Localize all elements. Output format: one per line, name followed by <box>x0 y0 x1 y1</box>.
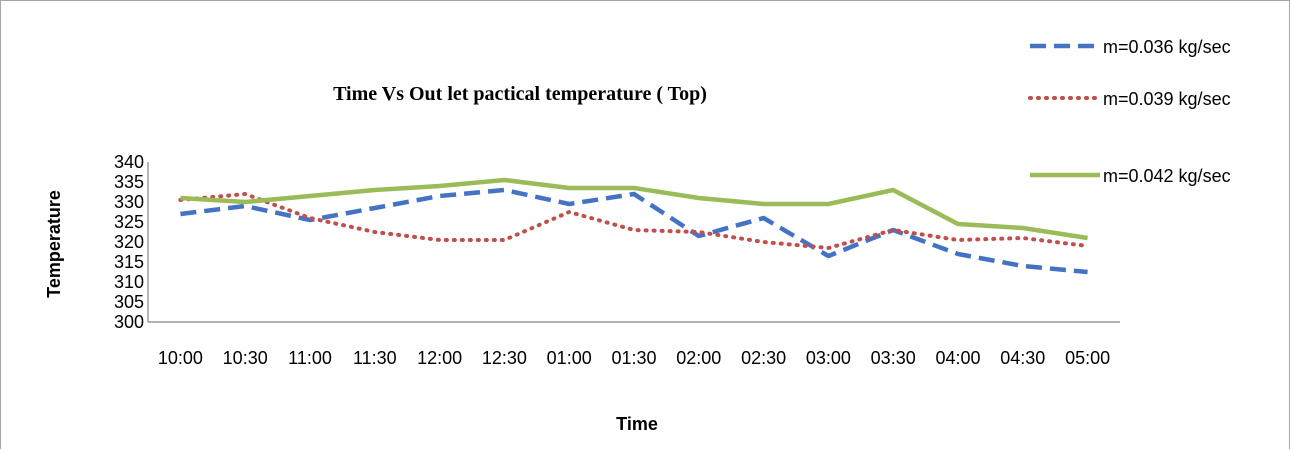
x-tick-labels: 10:00 10:30 11:00 11:30 12:00 12:30 01:00 01:30… <box>158 348 1110 368</box>
series-line-3 <box>180 177 1088 241</box>
y-tick-label: 330 <box>114 192 144 212</box>
legend-label-1: m=0.036 kg/sec <box>1103 37 1231 57</box>
x-tick-label: 03:00 <box>806 348 851 368</box>
y-tick-label: 315 <box>114 252 144 272</box>
x-tick-label: 11:00 <box>288 348 332 368</box>
x-tick-label: 01:30 <box>611 348 656 368</box>
x-tick-label: 01:00 <box>547 348 592 368</box>
chart-title: Time Vs Out let pactical temperature ( T… <box>333 83 707 105</box>
x-tick-label: 04:00 <box>935 348 980 368</box>
y-tick-label: 340 <box>114 152 144 172</box>
legend-label-3: m=0.042 kg/sec <box>1103 166 1231 186</box>
x-tick-label: 12:00 <box>417 348 462 368</box>
y-tick-label: 310 <box>114 272 144 292</box>
y-tick-label: 320 <box>114 232 144 252</box>
x-tick-label: 10:30 <box>223 348 268 368</box>
x-tick-label: 03:30 <box>871 348 916 368</box>
series-line-1 <box>180 187 1088 275</box>
x-tick-label: 02:00 <box>676 348 721 368</box>
y-tick-label: 300 <box>114 312 144 332</box>
series-line-2 <box>178 192 1090 250</box>
x-axis-label: Time <box>616 414 658 434</box>
x-tick-label: 10:00 <box>158 348 203 368</box>
x-tick-label: 12:30 <box>482 348 527 368</box>
y-tick-label: 335 <box>114 172 144 192</box>
x-tick-label: 04:30 <box>1000 348 1045 368</box>
x-tick-label: 11:30 <box>353 348 397 368</box>
legend: m=0.036 kg/sec m=0.039 kg/sec m=0.042 kg/s… <box>1028 37 1231 186</box>
series-lines <box>178 177 1090 275</box>
y-axis-label: Temperature <box>44 190 64 298</box>
y-tick-label: 325 <box>114 212 144 232</box>
legend-label-2: m=0.039 kg/sec <box>1103 89 1231 109</box>
x-tick-label: 05:00 <box>1065 348 1110 368</box>
y-tick-label: 305 <box>114 292 144 312</box>
x-tick-label: 02:30 <box>741 348 786 368</box>
